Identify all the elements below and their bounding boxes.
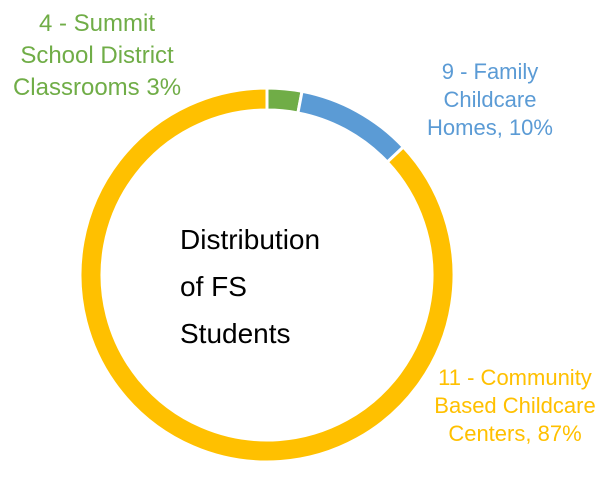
value-label: 10%	[508, 115, 553, 140]
category-name: 4 - Summit School District Classrooms	[12, 10, 174, 101]
value-label: 87%	[537, 421, 582, 446]
category-name: 9 - Family Childcare Homes,	[427, 59, 539, 140]
chart-title: Distribution of FS Students	[180, 224, 321, 349]
segment-label: 4 - Summit School District Classrooms 3%	[4, 8, 190, 104]
segment-label: 11 - Community Based Childcare Centers, …	[418, 364, 612, 448]
donut-segment	[265, 86, 304, 115]
category-name: 11 - Community Based Childcare Centers,	[434, 365, 596, 446]
segment-label: 9 - Family Childcare Homes, 10%	[405, 58, 575, 142]
donut-segment	[78, 86, 456, 464]
value-label: 3%	[146, 74, 182, 101]
donut-segment	[296, 89, 406, 165]
